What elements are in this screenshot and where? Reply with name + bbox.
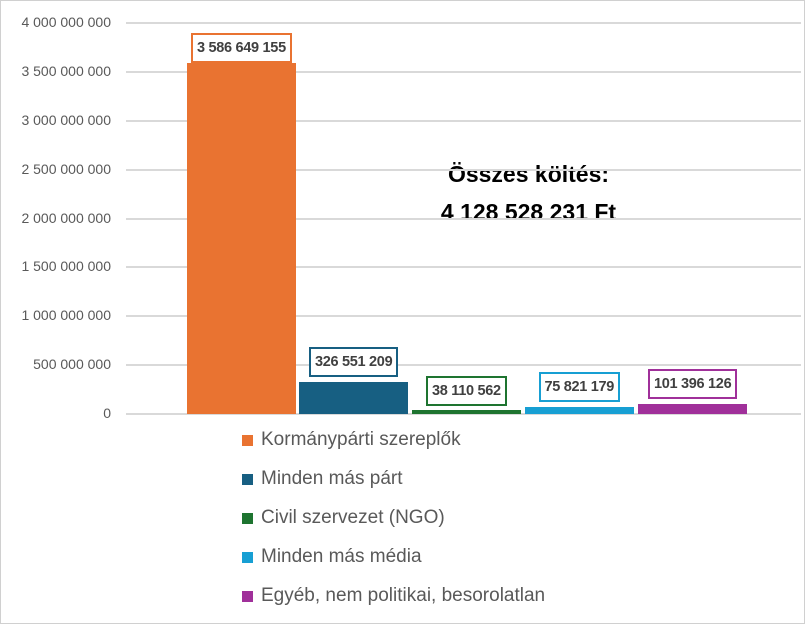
y-tick-label: 500 000 000 bbox=[33, 356, 111, 373]
legend-swatch bbox=[242, 590, 253, 602]
legend-swatch bbox=[242, 551, 253, 563]
legend-item: Egyéb, nem politikai, besorolatlan bbox=[242, 585, 545, 607]
gridline bbox=[126, 364, 801, 367]
legend-item: Minden más média bbox=[242, 546, 422, 568]
y-tick-label: 3 000 000 000 bbox=[21, 111, 111, 128]
bar bbox=[638, 404, 747, 414]
data-label: 326 551 209 bbox=[309, 347, 399, 377]
legend-label: Minden más párt bbox=[261, 468, 403, 489]
data-label: 101 396 126 bbox=[648, 369, 738, 399]
gridline bbox=[126, 413, 801, 415]
legend-swatch bbox=[242, 434, 253, 446]
data-label: 75 821 179 bbox=[538, 372, 621, 402]
y-tick-label: 4 000 000 000 bbox=[21, 14, 111, 30]
y-tick-label: 3 500 000 000 bbox=[21, 62, 111, 79]
bar bbox=[525, 406, 634, 414]
y-tick-label: 2 500 000 000 bbox=[21, 160, 111, 177]
data-label: 38 110 562 bbox=[426, 376, 507, 406]
legend-swatch bbox=[242, 512, 253, 524]
gridline bbox=[126, 266, 801, 269]
gridline bbox=[126, 168, 801, 171]
gridline bbox=[126, 22, 801, 24]
legend-item: Kormánypárti szereplők bbox=[242, 429, 461, 451]
legend-label: Civil szervezet (NGO) bbox=[261, 507, 445, 528]
gridline bbox=[126, 315, 801, 318]
legend-label: Minden más média bbox=[261, 546, 422, 567]
y-tick-label: 1 000 000 000 bbox=[21, 307, 111, 324]
y-tick-label: 0 bbox=[103, 405, 111, 421]
legend-swatch bbox=[242, 473, 253, 485]
bar bbox=[299, 382, 408, 414]
legend-item: Minden más párt bbox=[242, 468, 403, 490]
y-tick-label: 2 000 000 000 bbox=[21, 209, 111, 226]
total-annotation-line2: 4 128 528 231 Ft bbox=[440, 199, 617, 225]
bar bbox=[412, 410, 521, 414]
data-label: 3 586 649 155 bbox=[191, 33, 292, 63]
gridline bbox=[126, 119, 801, 122]
y-tick-label: 1 500 000 000 bbox=[21, 258, 111, 275]
total-annotation-line1: Összes költés: bbox=[447, 161, 610, 187]
gridline bbox=[126, 70, 801, 73]
bar bbox=[187, 63, 296, 414]
legend-item: Civil szervezet (NGO) bbox=[242, 507, 445, 529]
legend-label: Egyéb, nem politikai, besorolatlan bbox=[261, 585, 546, 606]
gridline bbox=[126, 217, 801, 220]
legend-label: Kormánypárti szereplők bbox=[261, 429, 461, 450]
